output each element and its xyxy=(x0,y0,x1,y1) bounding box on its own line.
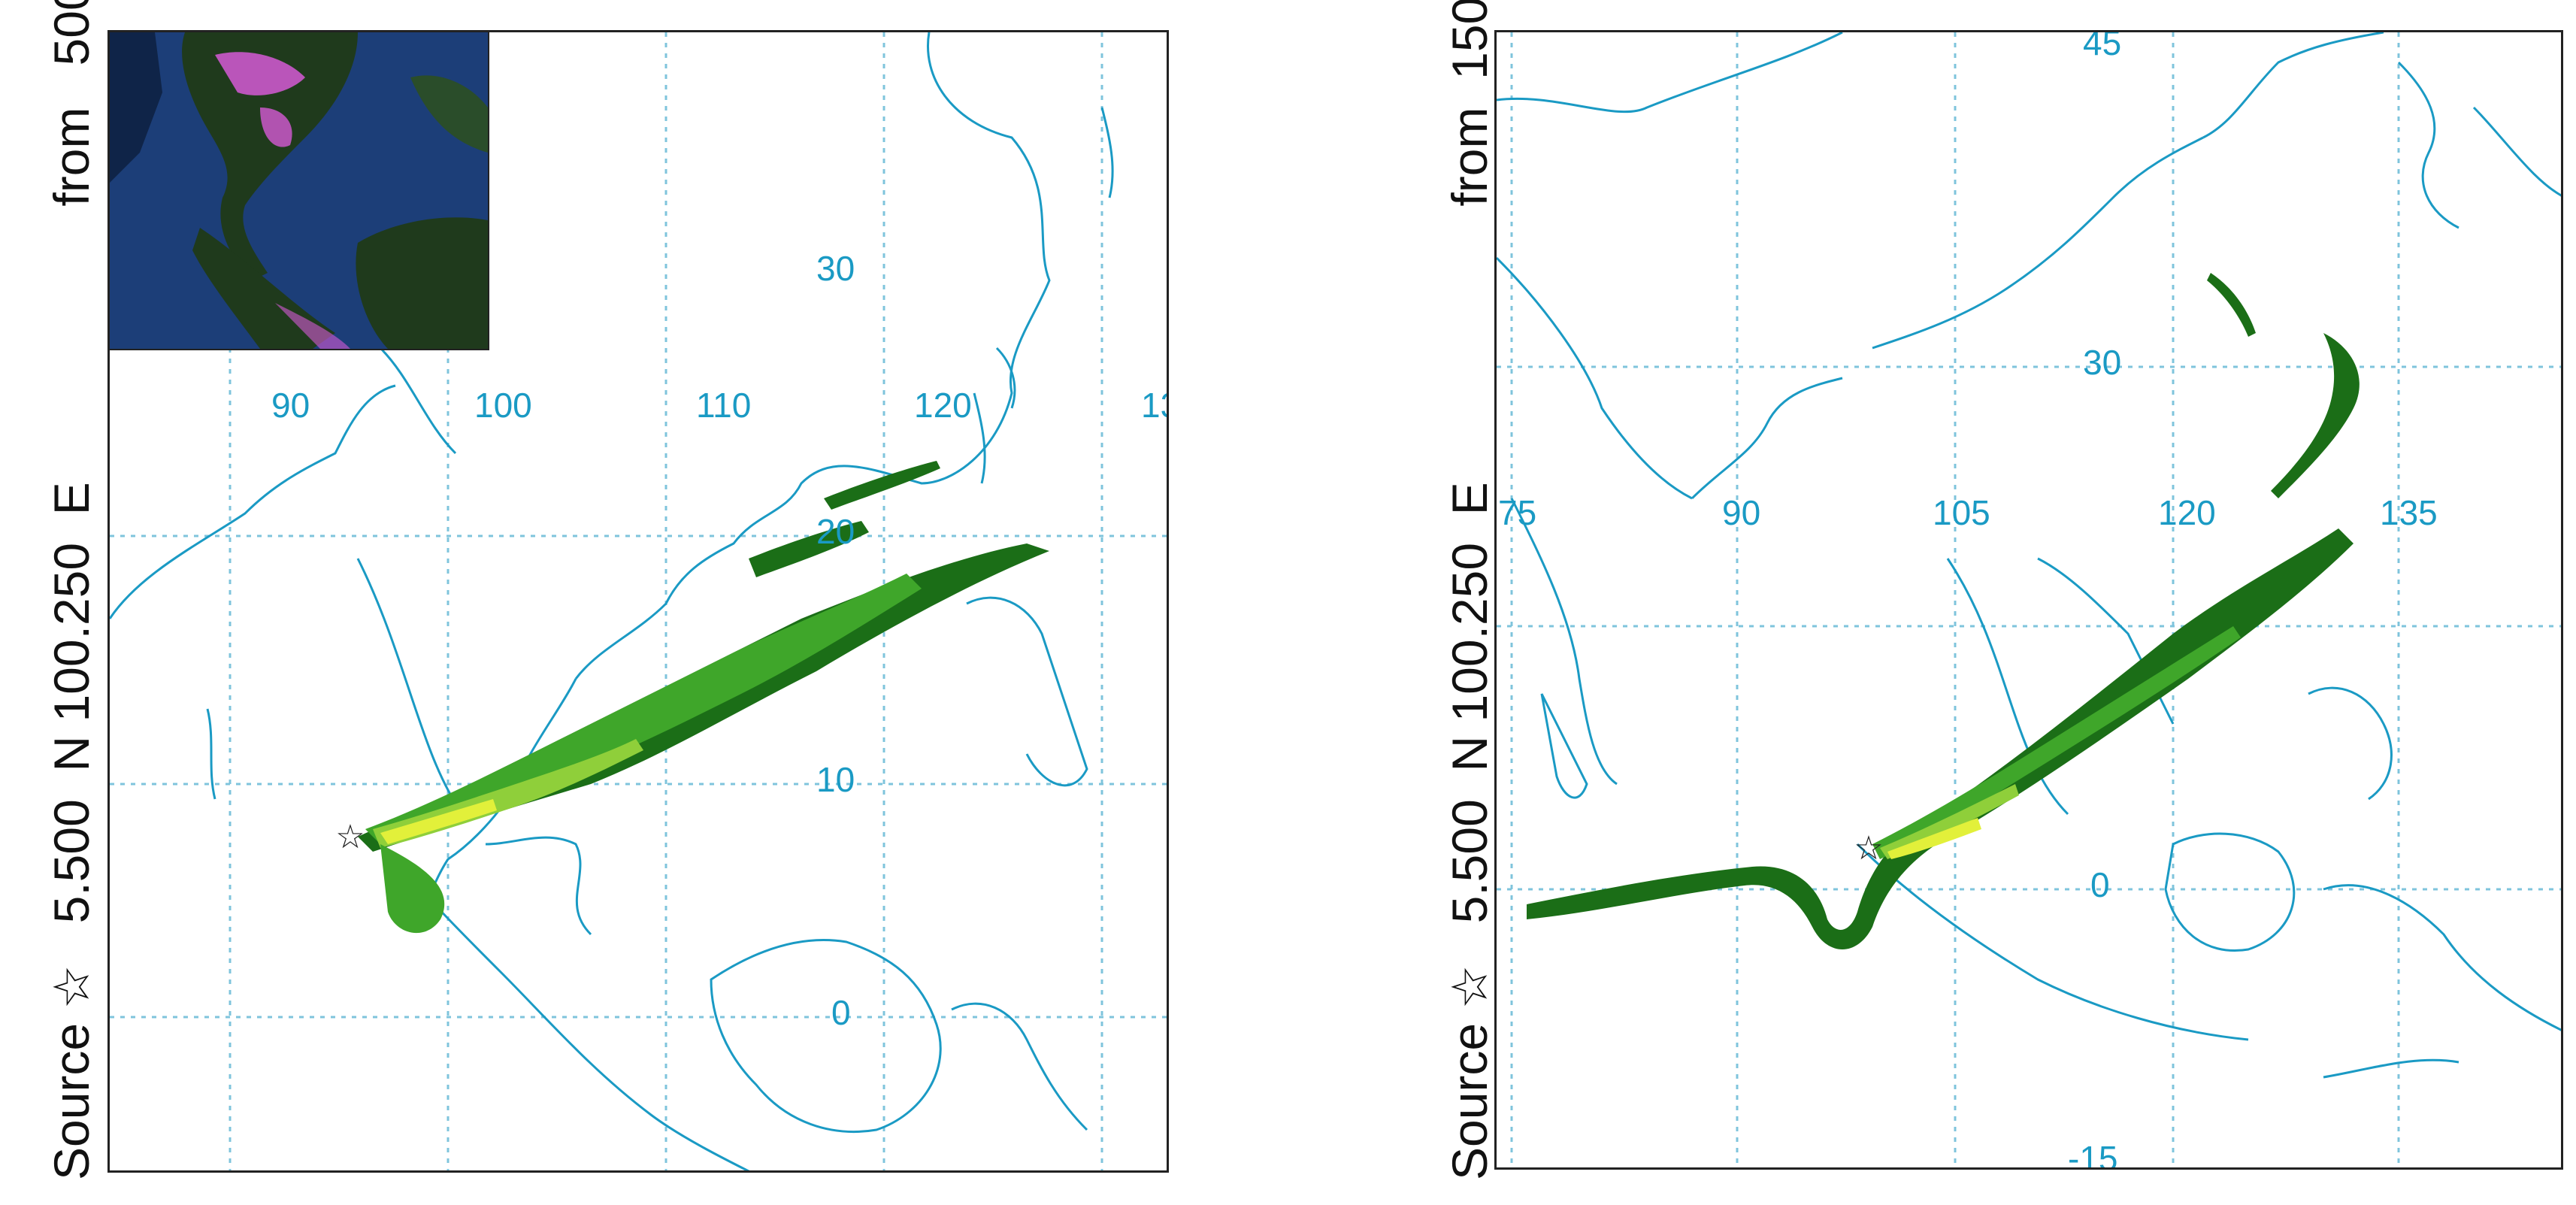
right-graticule xyxy=(1497,32,2561,1167)
right-coastlines xyxy=(1497,32,2561,1079)
right-map: ☆ 75 90 105 120 135 45 30 0 -15 xyxy=(1494,30,2563,1170)
right-lon-tick-label: 135 xyxy=(2380,493,2438,532)
right-source-marker: ☆ xyxy=(1854,830,1883,867)
left-lon-tick-label: 90 xyxy=(271,386,310,425)
left-lat-tick-label: 0 xyxy=(831,993,851,1032)
right-lon-ticks: 75 90 105 120 135 xyxy=(1498,493,2438,532)
left-map-canvas: ☆ 90 100 110 120 13 30 20 10 0 xyxy=(110,32,1169,1170)
left-lat-tick-label: 20 xyxy=(816,512,855,551)
left-lon-tick-label: 13 xyxy=(1141,386,1169,425)
right-lat-tick-label: 0 xyxy=(2090,865,2110,904)
right-lat-ticks: 45 30 0 -15 xyxy=(2068,32,2121,1170)
right-plume xyxy=(1527,273,2360,949)
right-lat-tick-label: 30 xyxy=(2083,343,2121,382)
left-lat-ticks: 30 20 10 0 xyxy=(816,249,855,1032)
right-lon-tick-label: 105 xyxy=(1933,493,1990,532)
right-lon-tick-label: 90 xyxy=(1722,493,1760,532)
left-lon-tick-label: 100 xyxy=(474,386,532,425)
right-side-label: Source ☆ 5.500 N 100.250 E from 1500 m xyxy=(1442,0,1497,1180)
left-lat-tick-label: 10 xyxy=(816,760,855,799)
left-side-label: Source ☆ 5.500 N 100.250 E from 500 m xyxy=(44,0,99,1180)
left-panel: Source ☆ 5.500 N 100.250 E from 500 m xyxy=(0,0,1203,1205)
left-source-marker: ☆ xyxy=(335,819,365,855)
left-plume xyxy=(358,461,1049,934)
left-lat-tick-label: 30 xyxy=(816,249,855,288)
left-lon-tick-label: 110 xyxy=(696,386,751,425)
left-coastlines xyxy=(110,32,1114,1170)
left-lon-ticks: 90 100 110 120 13 xyxy=(271,386,1169,425)
satellite-inset-image xyxy=(110,32,488,349)
right-lon-tick-label: 75 xyxy=(1498,493,1536,532)
left-lon-tick-label: 120 xyxy=(914,386,972,425)
right-panel: Source ☆ 5.500 N 100.250 E from 1500 m xyxy=(1398,0,2576,1205)
right-lat-tick-label: 45 xyxy=(2083,32,2121,62)
left-map: ☆ 90 100 110 120 13 30 20 10 0 xyxy=(107,30,1169,1173)
right-lat-tick-label: -15 xyxy=(2068,1139,2117,1170)
satellite-inset xyxy=(110,32,489,350)
right-map-canvas: ☆ 75 90 105 120 135 45 30 0 -15 xyxy=(1497,32,2561,1170)
right-lon-tick-label: 120 xyxy=(2158,493,2216,532)
